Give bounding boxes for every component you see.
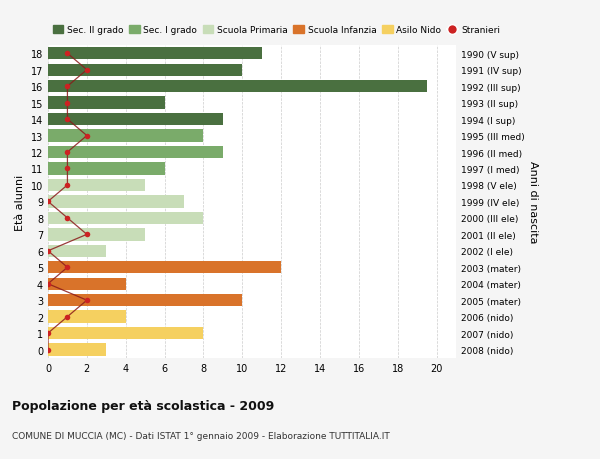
Bar	[48, 196, 184, 208]
Bar	[48, 212, 203, 224]
Point	[82, 231, 92, 239]
Point	[43, 247, 53, 255]
Point	[43, 198, 53, 206]
Bar	[48, 294, 242, 307]
Y-axis label: Età alunni: Età alunni	[15, 174, 25, 230]
Legend: Sec. II grado, Sec. I grado, Scuola Primaria, Scuola Infanzia, Asilo Nido, Stran: Sec. II grado, Sec. I grado, Scuola Prim…	[53, 26, 500, 35]
Bar	[48, 81, 427, 93]
Text: COMUNE DI MUCCIA (MC) - Dati ISTAT 1° gennaio 2009 - Elaborazione TUTTITALIA.IT: COMUNE DI MUCCIA (MC) - Dati ISTAT 1° ge…	[12, 431, 390, 441]
Bar	[48, 278, 126, 290]
Text: Popolazione per età scolastica - 2009: Popolazione per età scolastica - 2009	[12, 399, 274, 412]
Bar	[48, 262, 281, 274]
Bar	[48, 48, 262, 60]
Point	[62, 165, 72, 173]
Bar	[48, 97, 164, 110]
Bar	[48, 311, 126, 323]
Bar	[48, 114, 223, 126]
Point	[62, 50, 72, 58]
Point	[82, 297, 92, 304]
Point	[82, 67, 92, 74]
Bar	[48, 163, 164, 175]
Point	[62, 116, 72, 123]
Bar	[48, 64, 242, 77]
Point	[62, 83, 72, 90]
Y-axis label: Anni di nascita: Anni di nascita	[529, 161, 539, 243]
Bar	[48, 179, 145, 192]
Point	[43, 280, 53, 288]
Bar	[48, 146, 223, 159]
Point	[62, 149, 72, 157]
Bar	[48, 130, 203, 142]
Point	[82, 133, 92, 140]
Point	[62, 100, 72, 107]
Point	[62, 215, 72, 222]
Bar	[48, 229, 145, 241]
Point	[62, 182, 72, 189]
Bar	[48, 245, 106, 257]
Bar	[48, 344, 106, 356]
Bar	[48, 327, 203, 340]
Point	[43, 330, 53, 337]
Point	[43, 346, 53, 353]
Point	[62, 313, 72, 321]
Point	[62, 264, 72, 271]
